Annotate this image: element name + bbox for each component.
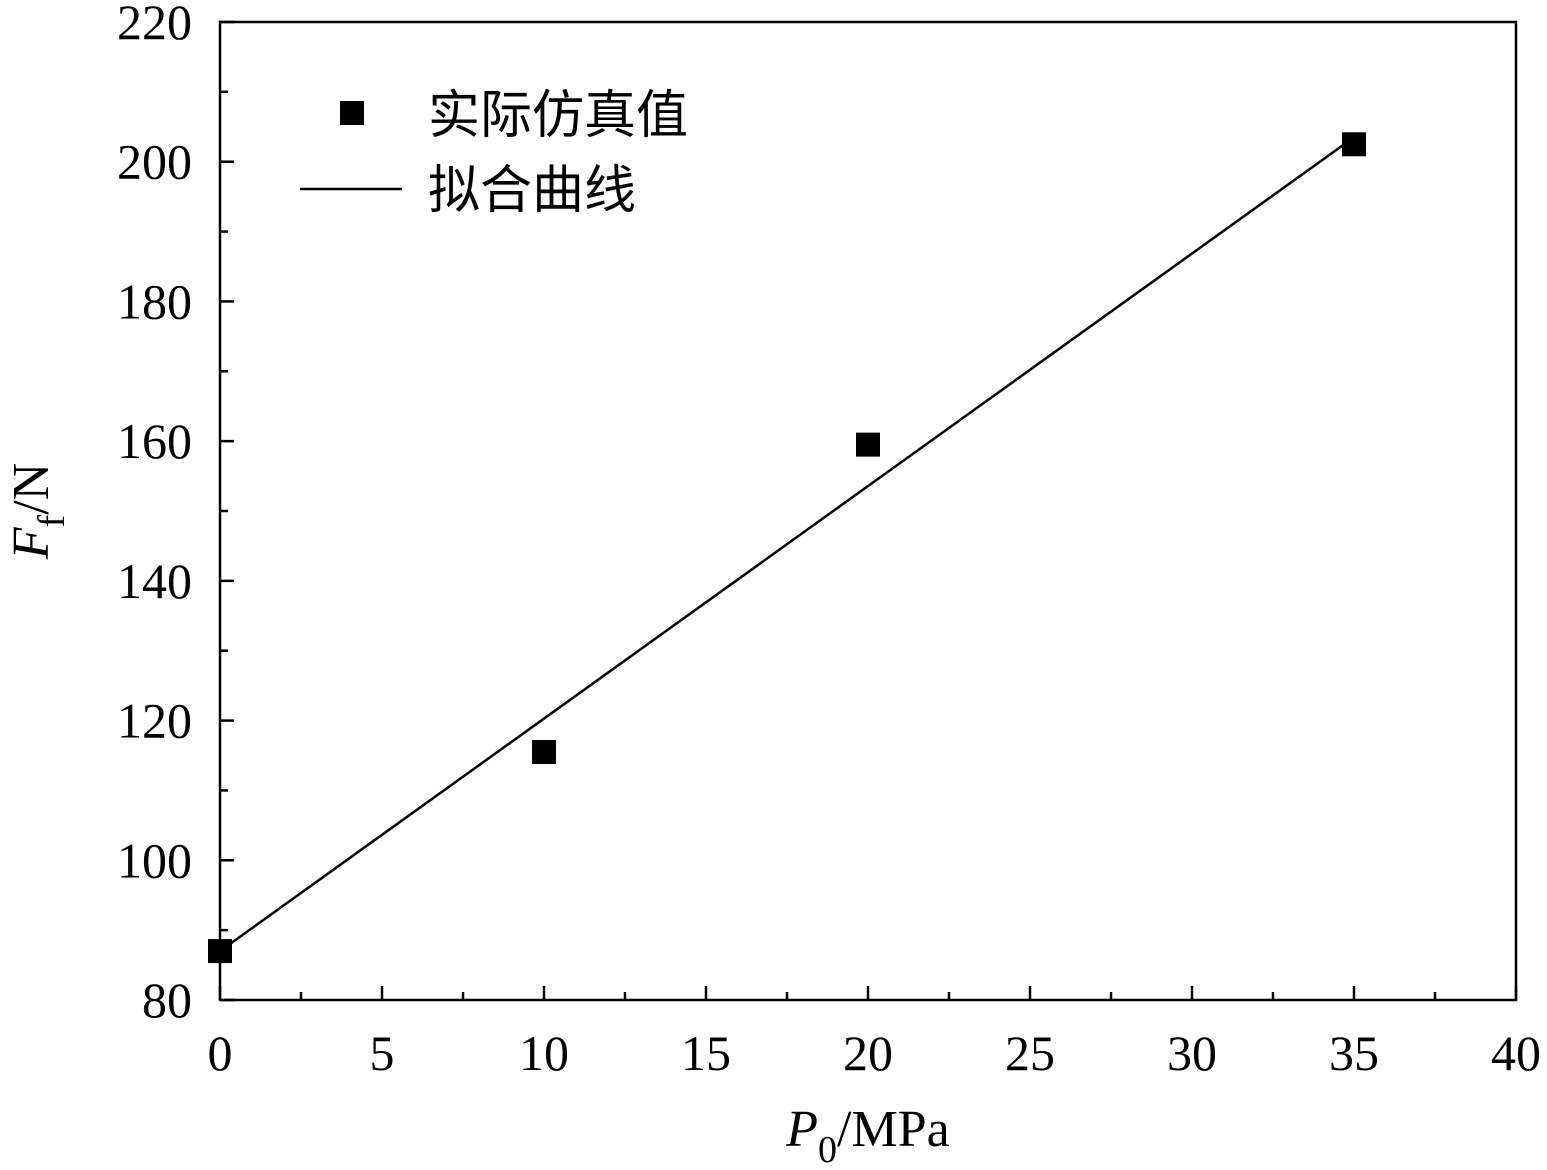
x-tick-label: 15: [681, 1025, 731, 1081]
series-layer: [208, 132, 1366, 964]
fit-line: [219, 136, 1355, 953]
data-point: [856, 432, 880, 457]
x-tick-label: 35: [1329, 1025, 1379, 1081]
x-axis-title: P0/MPa: [785, 1101, 949, 1170]
x-tick-label: 30: [1167, 1025, 1217, 1081]
legend-entry-scatter: 实际仿真值: [428, 86, 688, 146]
y-tick-label: 200: [117, 134, 192, 190]
x-tick-label: 40: [1491, 1025, 1541, 1081]
data-point: [1342, 132, 1366, 157]
x-tick-labels: 0 5 10 15 20 25 30 35 40: [208, 1025, 1542, 1081]
legend: 实际仿真值 拟合曲线: [300, 86, 688, 221]
y-tick-label: 220: [117, 0, 192, 50]
legend-entry-fit: 拟合曲线: [428, 161, 636, 221]
x-tick-label: 10: [519, 1025, 569, 1081]
y-tick-label: 80: [142, 972, 192, 1028]
x-tick-label: 20: [843, 1025, 893, 1081]
y-tick-label: 100: [117, 832, 192, 888]
y-tick-labels: 80 100 120 140 160 180 200 220: [117, 0, 192, 1028]
y-axis-title: Ff/N: [3, 463, 73, 560]
x-tick-label: 25: [1005, 1025, 1055, 1081]
y-tick-label: 180: [117, 273, 192, 329]
plot-frame: [218, 20, 1518, 1002]
legend-marker-square: [340, 101, 364, 125]
x-tick-label: 0: [208, 1025, 233, 1081]
x-tick-label: 5: [370, 1025, 395, 1081]
y-tick-label: 120: [117, 693, 192, 749]
y-tick-label: 140: [117, 553, 192, 609]
axis-ticks: [218, 20, 1518, 1002]
y-tick-label: 160: [117, 413, 192, 469]
data-point: [208, 939, 232, 964]
data-point: [532, 740, 556, 765]
